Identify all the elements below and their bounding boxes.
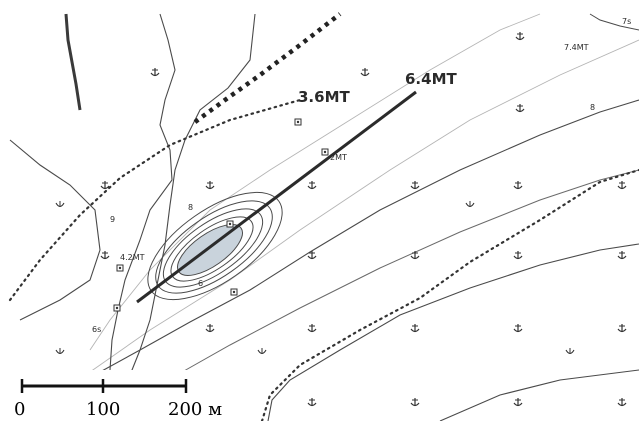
contour-southeast [267,243,639,421]
shoal-area [147,191,283,301]
scale-bar: 0 100 200 м [8,370,240,421]
kelp-icon [55,200,575,355]
contour-west [109,13,176,371]
channel-edge-upper [89,13,541,351]
scale-label-200: 200 м [168,399,222,420]
depth-label-6-4: 6.4MT [405,70,457,88]
contour-label-7: 7s [622,17,631,26]
channel-edge-lower [89,39,639,373]
contour-label-8-top: 8 [188,203,193,212]
danger-line-east [260,168,639,421]
contour-west-bay [9,139,101,321]
contour-label-6: 6 [198,279,203,288]
depth-label-7-4: 7.4MT [564,43,589,52]
scale-label-100: 100 [86,399,120,420]
depth-label-3-6: 3.6MT [298,88,350,106]
contour-south-edge [439,369,639,421]
contour-coast-2 [127,13,256,381]
coastline-bold [64,13,82,111]
contour-mid [167,169,639,381]
contour-label-8-right: 8 [590,103,595,112]
contour-8m [99,99,639,373]
scale-label-0: 0 [14,399,25,420]
danger-line-west [8,98,302,302]
danger-line-north [193,12,342,124]
contour-northeast [589,13,639,31]
depth-label-wreck: 2MT [330,153,347,162]
contour-label-9: 9 [110,215,115,224]
contour-label-6-left: 6s [92,325,101,334]
depth-label-4-2: 4.2MT [120,253,145,262]
route-line[interactable] [136,90,417,304]
anchor-icon [100,31,627,407]
